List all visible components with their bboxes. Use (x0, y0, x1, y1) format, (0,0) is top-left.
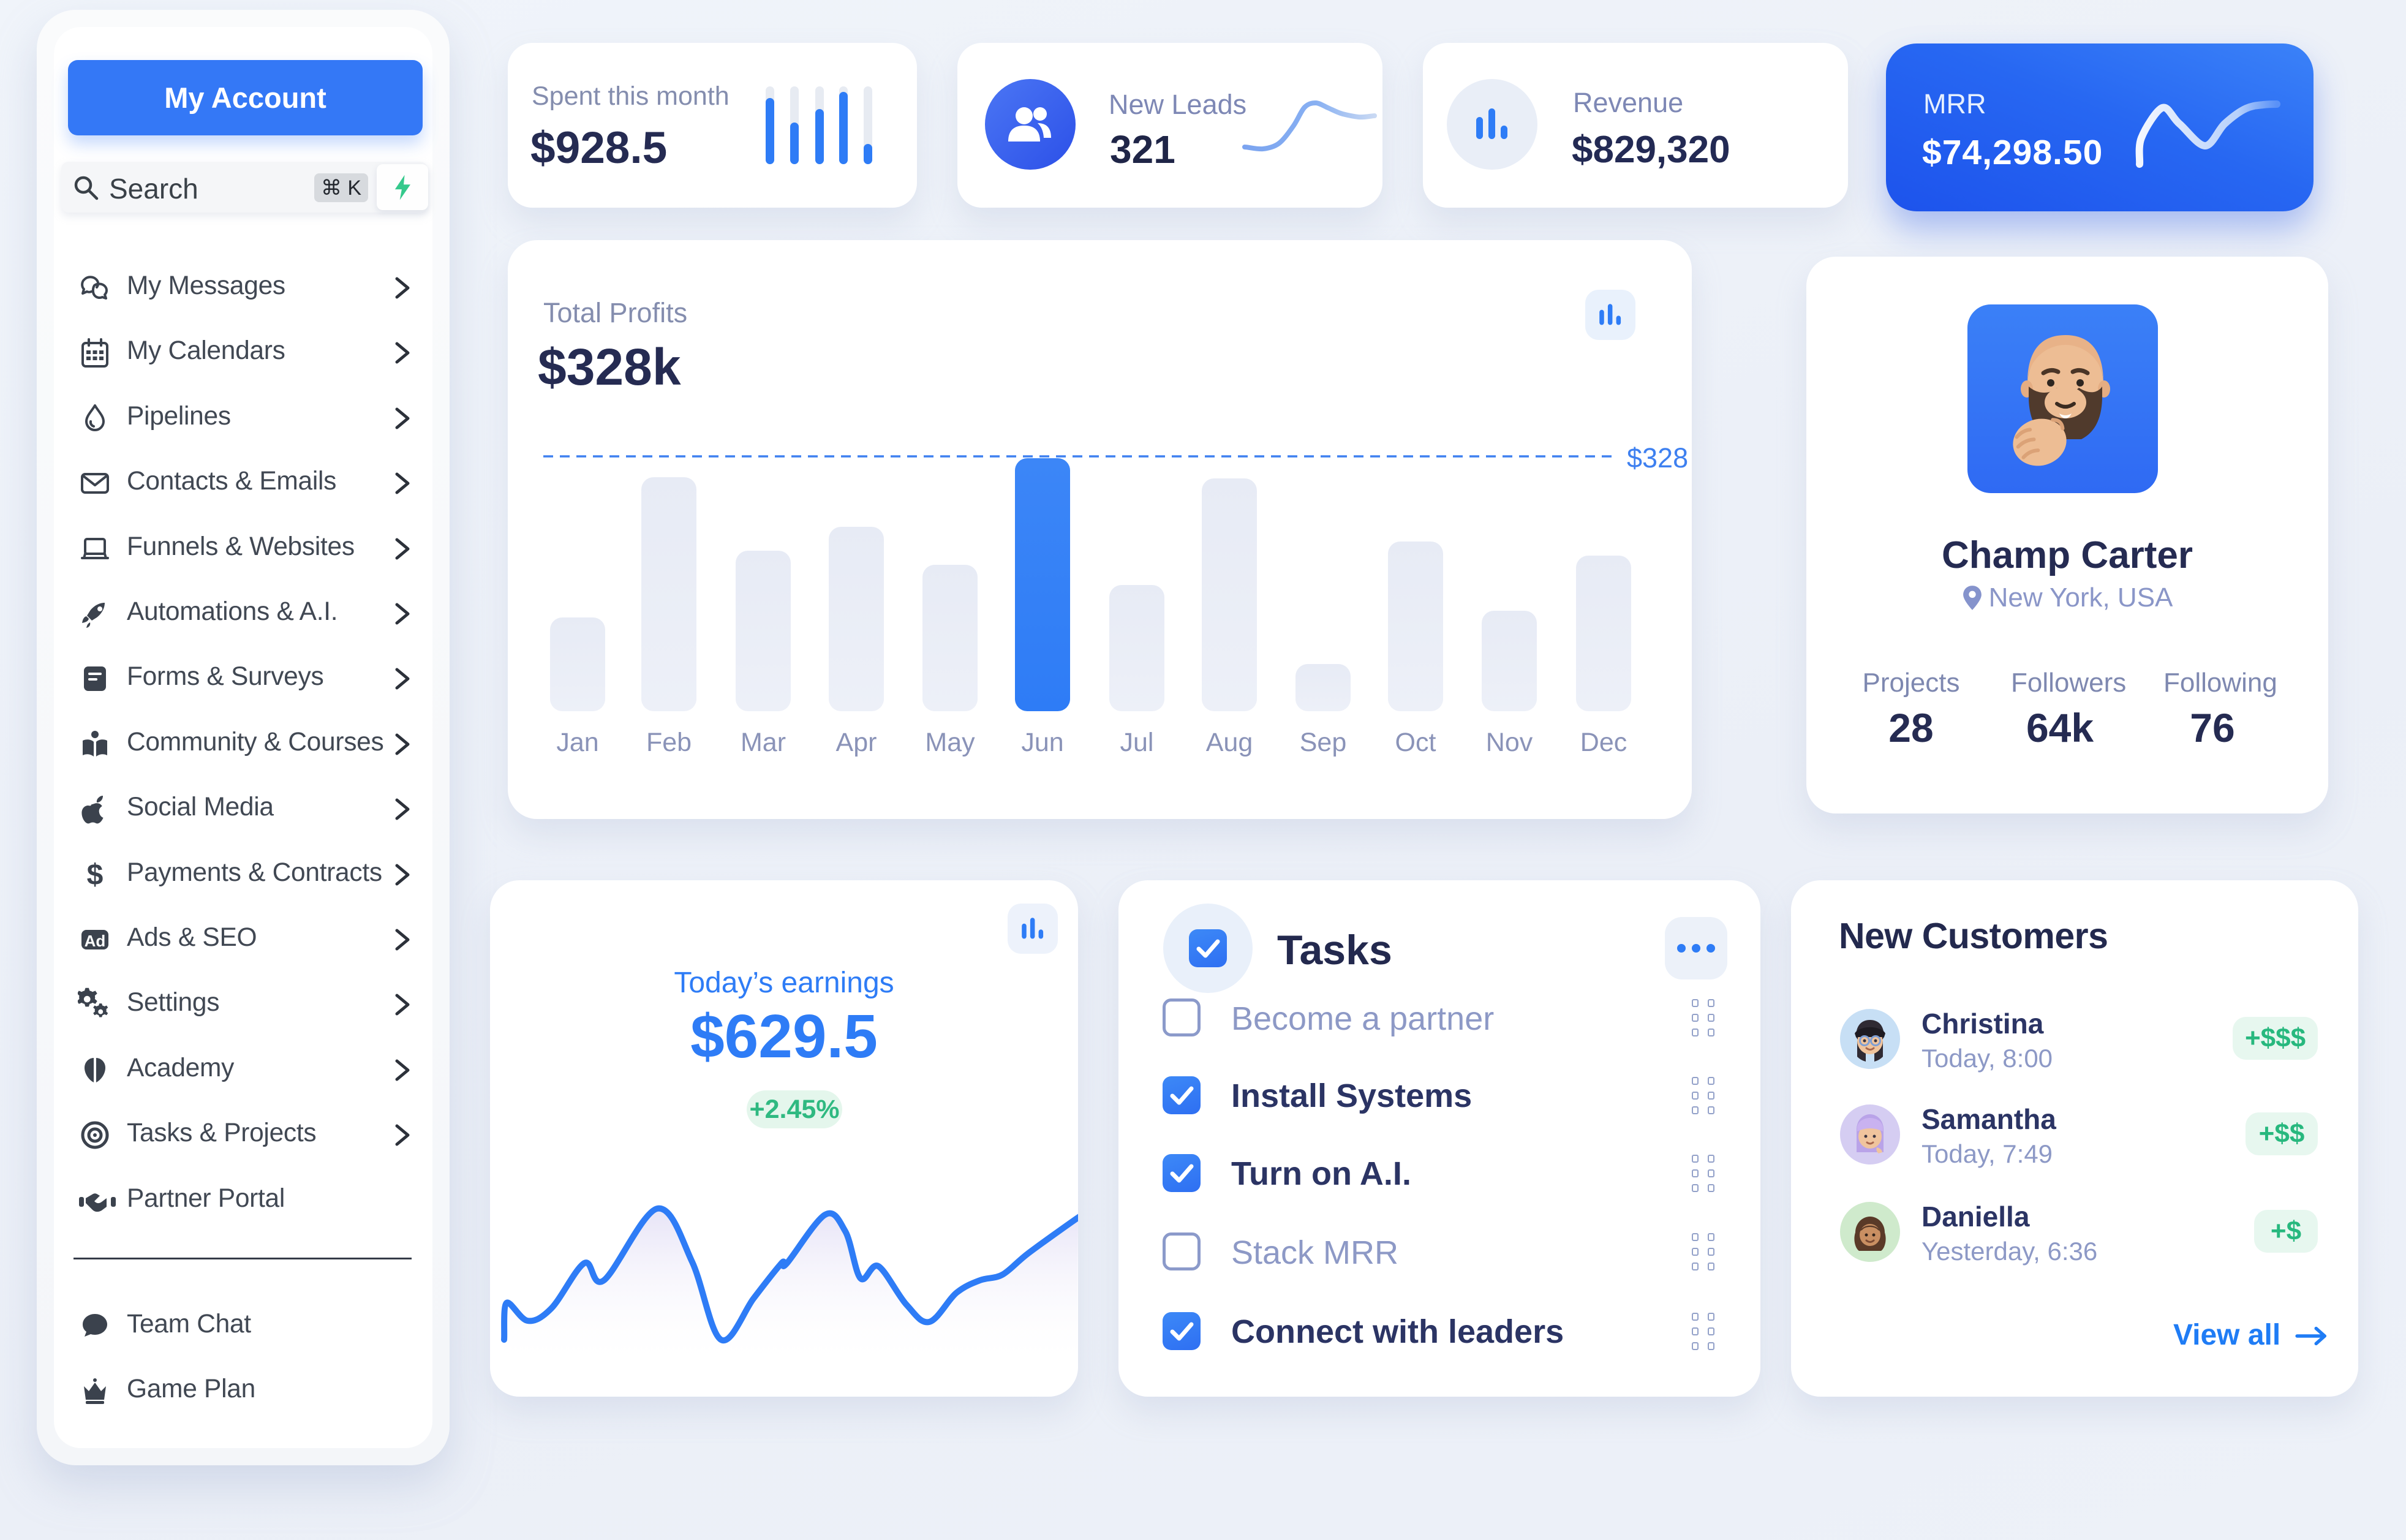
svg-text:$: $ (87, 859, 104, 891)
svg-text:Ad: Ad (85, 932, 106, 950)
